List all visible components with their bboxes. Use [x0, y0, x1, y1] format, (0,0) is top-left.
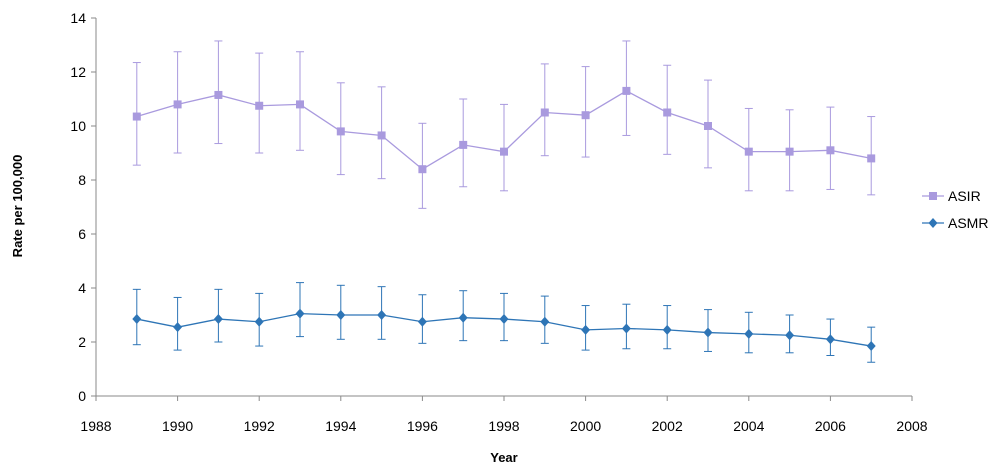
- x-tick-label: 2004: [733, 418, 764, 434]
- data-point: [785, 330, 795, 341]
- data-point: [663, 108, 672, 117]
- error-bar: [500, 103, 508, 192]
- data-point: [540, 316, 550, 327]
- legend-item-asmr: ASMR: [922, 215, 988, 231]
- data-point: [173, 100, 182, 109]
- data-point: [254, 316, 264, 327]
- legend-label: ASMR: [948, 215, 988, 231]
- data-point: [296, 100, 304, 109]
- y-tick-label: 0: [78, 388, 86, 404]
- data-point: [581, 111, 590, 120]
- y-tick-label: 6: [78, 226, 86, 242]
- data-point: [213, 314, 223, 325]
- data-point: [499, 314, 509, 325]
- data-point: [132, 314, 142, 325]
- legend: ASIR ASMR: [922, 188, 988, 231]
- y-axis-ticks: 0 2 4 6 8 10 12 14: [70, 10, 96, 404]
- data-point: [295, 308, 305, 319]
- data-point: [866, 341, 876, 352]
- x-tick-label: 2008: [896, 418, 927, 434]
- y-axis-title: Rate per 100,000: [10, 155, 25, 258]
- legend-label: ASIR: [948, 188, 981, 204]
- x-tick-label: 1994: [325, 418, 356, 434]
- data-point: [336, 127, 345, 136]
- data-point: [704, 122, 712, 130]
- data-point: [867, 154, 876, 163]
- data-point: [825, 334, 835, 345]
- x-tick-label: 1988: [80, 418, 111, 434]
- x-tick-label: 1990: [162, 418, 193, 434]
- data-point: [458, 312, 468, 323]
- data-point: [540, 108, 549, 117]
- y-tick-label: 4: [78, 280, 86, 296]
- x-tick-label: 2000: [570, 418, 601, 434]
- data-point: [581, 324, 591, 335]
- x-axis-ticks: 1988 1990 1992 1994 1996 1998 2000 2002 2004 2006…: [80, 396, 928, 434]
- data-point: [785, 147, 794, 156]
- data-point: [173, 322, 183, 333]
- y-tick-label: 12: [70, 64, 86, 80]
- y-tick-label: 14: [70, 10, 86, 26]
- data-point: [744, 328, 754, 339]
- legend-item-asir: ASIR: [922, 188, 981, 204]
- x-tick-label: 1992: [244, 418, 275, 434]
- data-point: [417, 316, 427, 327]
- y-tick-label: 10: [70, 118, 86, 134]
- y-tick-label: 2: [78, 334, 86, 350]
- data-point: [255, 101, 264, 110]
- x-tick-label: 2006: [815, 418, 846, 434]
- data-point: [744, 147, 753, 156]
- data-point: [377, 131, 386, 140]
- x-tick-label: 1998: [488, 418, 519, 434]
- data-point: [826, 146, 835, 155]
- plot-area: [132, 40, 876, 363]
- data-point: [459, 140, 468, 149]
- y-tick-label: 8: [78, 172, 86, 188]
- data-point: [418, 165, 427, 174]
- data-point: [703, 327, 713, 338]
- x-tick-label: 2002: [652, 418, 683, 434]
- data-point: [622, 86, 631, 95]
- legend-marker: [929, 192, 937, 200]
- series-asir: [132, 40, 876, 209]
- data-point: [621, 323, 631, 334]
- legend-marker: [928, 218, 938, 228]
- data-point: [662, 324, 672, 335]
- data-point: [336, 310, 346, 320]
- data-point: [214, 90, 223, 99]
- x-axis-title: Year: [490, 450, 517, 465]
- x-tick-label: 1996: [407, 418, 438, 434]
- series-asmr: [132, 282, 876, 363]
- data-point: [132, 112, 141, 121]
- data-point: [377, 310, 387, 320]
- data-point: [500, 147, 508, 156]
